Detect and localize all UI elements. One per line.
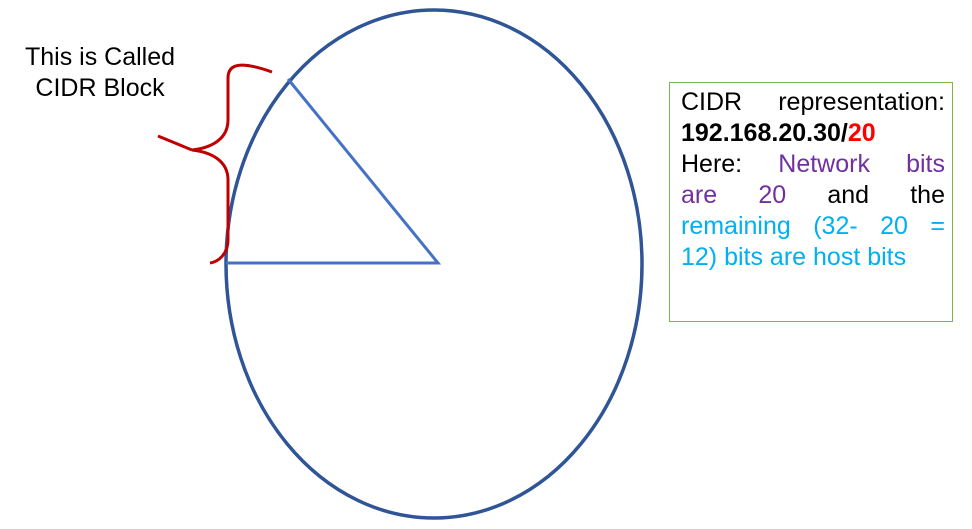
host-word: = [930, 212, 945, 240]
cidr-info-box: CIDR representation: 192.168.20.30/20 He… [669, 82, 953, 322]
host-text: 12) bits are host bits [681, 243, 907, 271]
network-count: 20 [758, 181, 787, 209]
connector-word: and [827, 181, 870, 209]
info-heading-line: CIDR representation: [681, 87, 945, 118]
host-bits-line-2: 12) bits are host bits [681, 242, 945, 273]
callout-line-1: This is Called [24, 43, 176, 71]
heading-word: representation: [778, 88, 945, 116]
network-bits-line-1: Here: Network bits [681, 149, 945, 180]
cidr-block-callout: This is Called CIDR Block [10, 42, 190, 104]
network-word: Network [778, 150, 870, 178]
cidr-sector-lines [226, 78, 442, 265]
network-bits-line-2: are 20 and the [681, 180, 945, 211]
host-bits-line-1: remaining (32- 20 = [681, 211, 945, 242]
host-word: 20 [880, 212, 908, 240]
curly-brace [191, 63, 273, 265]
network-word: are [681, 181, 718, 209]
host-word: remaining [681, 212, 791, 240]
network-word: bits [906, 150, 945, 178]
connector-word: the [910, 181, 945, 209]
curly-brace-tip [157, 134, 193, 152]
prefix-length: 20 [847, 119, 876, 147]
host-word: (32- [813, 212, 858, 240]
heading-word: CIDR [681, 88, 743, 116]
callout-line-2: CIDR Block [35, 74, 165, 102]
ip-address: 192.168.20.30/ [681, 119, 848, 147]
here-label: Here: [681, 150, 743, 178]
cidr-notation-line: 192.168.20.30/20 [681, 118, 945, 149]
